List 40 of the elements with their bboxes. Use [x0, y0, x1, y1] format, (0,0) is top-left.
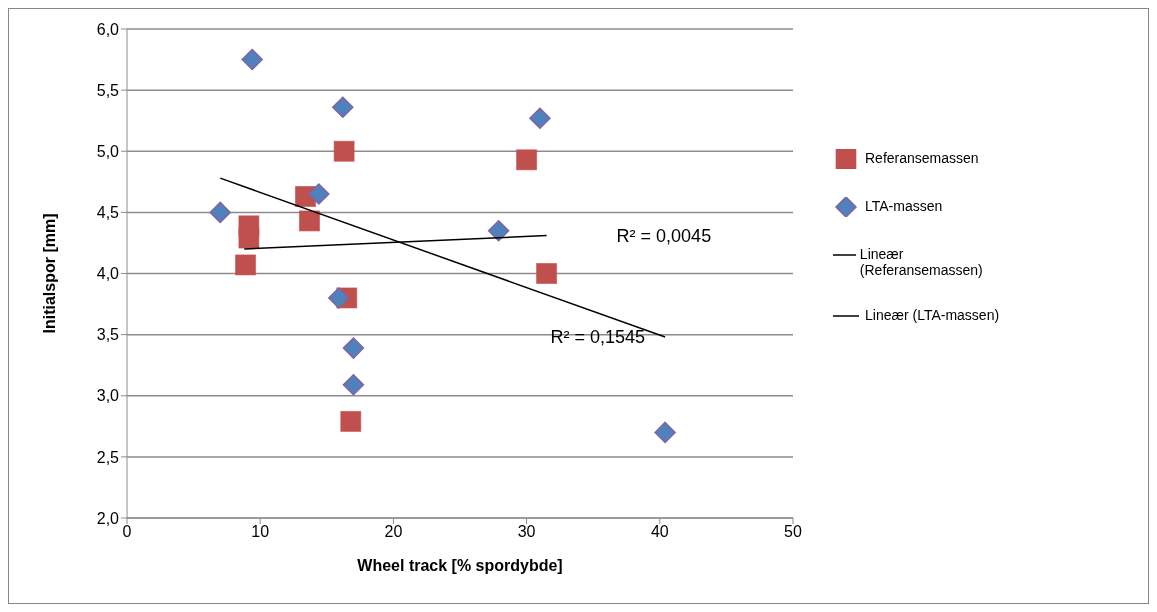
point [342, 374, 365, 396]
point [328, 287, 350, 309]
y-tick-label: 4,5 [96, 204, 120, 222]
point [332, 96, 354, 118]
point [654, 421, 676, 444]
annotation: R² = 0,1545 [550, 327, 646, 348]
x-tick-label: 0 [122, 523, 132, 541]
point [536, 263, 558, 284]
point [235, 254, 257, 276]
point [241, 48, 263, 71]
y-tick-label: 2,0 [96, 509, 120, 527]
point [308, 183, 330, 205]
point [516, 149, 538, 171]
point [333, 140, 355, 162]
point [342, 337, 365, 359]
y-tick-label: 6,0 [96, 20, 120, 38]
y-tick-label: 3,5 [96, 326, 120, 344]
point [209, 201, 231, 224]
y-tick-label: 5,5 [96, 81, 120, 99]
legend-label: Lineær (Referansemassen) [859, 246, 984, 278]
legend-label: Referansemassen [865, 150, 979, 166]
point [238, 227, 260, 249]
y-axis-title: Initialspor [mm] [40, 213, 58, 334]
legend-label: Lineær (LTA-massen) [865, 307, 1000, 323]
x-tick-label: 10 [251, 523, 270, 541]
point [298, 210, 320, 232]
x-tick-label: 20 [384, 523, 403, 541]
x-axis-title: Wheel track [% spordybde] [357, 557, 563, 574]
annotation: R² = 0,0045 [616, 225, 712, 246]
x-tick-label: 40 [650, 523, 669, 541]
point [487, 219, 510, 242]
point [529, 107, 551, 129]
x-tick-label: 30 [517, 523, 536, 541]
legend-label: LTA-massen [865, 198, 943, 214]
point [340, 410, 362, 432]
x-tick-label: 50 [784, 523, 802, 541]
y-tick-label: 5,0 [96, 142, 120, 160]
y-tick-label: 2,5 [96, 448, 120, 466]
y-tick-label: 4,0 [96, 265, 120, 283]
y-tick-label: 3,0 [96, 387, 120, 405]
